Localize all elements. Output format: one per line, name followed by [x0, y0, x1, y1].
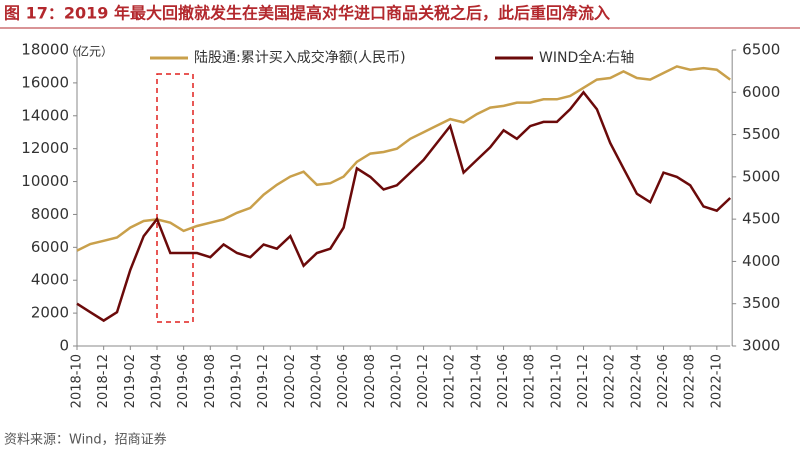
x-tick-label: 2019-12: [256, 354, 271, 408]
x-tick-label: 2022-02: [603, 354, 618, 408]
x-tick-label: 2018-10: [70, 354, 85, 408]
y2-tick-label: 3000: [742, 337, 780, 355]
y2-tick-label: 4000: [742, 252, 780, 270]
x-tick-label: 2020-04: [309, 354, 324, 408]
x-tick-label: 2021-08: [523, 354, 538, 408]
y-tick-label: 12000: [21, 139, 69, 157]
y-tick-label: 4000: [31, 271, 69, 289]
y-tick-label: 18000: [21, 41, 69, 59]
x-tick-label: 2020-02: [283, 354, 298, 408]
highlight-box: [156, 73, 194, 323]
x-tick-label: 2021-12: [576, 354, 591, 408]
x-tick-label: 2021-06: [496, 354, 511, 408]
y-tick-label: 0: [59, 337, 69, 355]
x-tick-label: 2020-10: [389, 354, 404, 408]
source-note: 资料来源：Wind，招商证券: [4, 432, 167, 448]
x-tick-label: 2020-06: [336, 354, 351, 408]
x-tick-label: 2019-06: [176, 354, 191, 408]
x-tick-label: 2021-02: [443, 354, 458, 408]
y-tick-label: 8000: [31, 205, 69, 223]
legend-label: WIND全A:右轴: [539, 49, 634, 66]
y2-tick-label: 3500: [742, 294, 780, 312]
legend-label: 陆股通:累计买入成交净额(人民币): [194, 49, 406, 66]
x-tick-label: 2019-08: [203, 354, 218, 408]
x-tick-label: 2021-04: [469, 354, 484, 408]
y-tick-label: 14000: [21, 106, 69, 124]
series-line: [76, 65, 731, 252]
y2-tick-label: 5000: [742, 167, 780, 185]
y-tick-label: 16000: [21, 73, 69, 91]
x-tick-label: 2022-04: [629, 354, 644, 408]
y-axis-label: （亿元）: [65, 44, 113, 59]
x-tick-label: 2021-10: [549, 354, 564, 408]
chart-title: 图 17：2019 年最大回撤就发生在美国提高对华进口商品关税之后，此后重回净流…: [4, 4, 610, 23]
x-tick-label: 2020-12: [416, 354, 431, 408]
x-tick-label: 2019-10: [229, 354, 244, 408]
x-tick-label: 2019-04: [149, 354, 164, 408]
series-line: [76, 90, 732, 323]
y2-tick-label: 5500: [742, 125, 780, 143]
x-tick-label: 2022-10: [709, 354, 724, 408]
x-tick-label: 2022-06: [656, 354, 671, 408]
y2-tick-label: 4500: [742, 210, 780, 228]
y2-tick-label: 6500: [742, 41, 780, 59]
y-tick-label: 6000: [31, 238, 69, 256]
y2-tick-label: 6000: [742, 83, 780, 101]
x-tick-label: 2022-08: [683, 354, 698, 408]
y-tick-label: 10000: [21, 172, 69, 190]
x-tick-label: 2020-08: [363, 354, 378, 408]
x-tick-label: 2018-12: [96, 354, 111, 408]
x-tick-label: 2019-02: [123, 354, 138, 408]
y-tick-label: 2000: [31, 304, 69, 322]
